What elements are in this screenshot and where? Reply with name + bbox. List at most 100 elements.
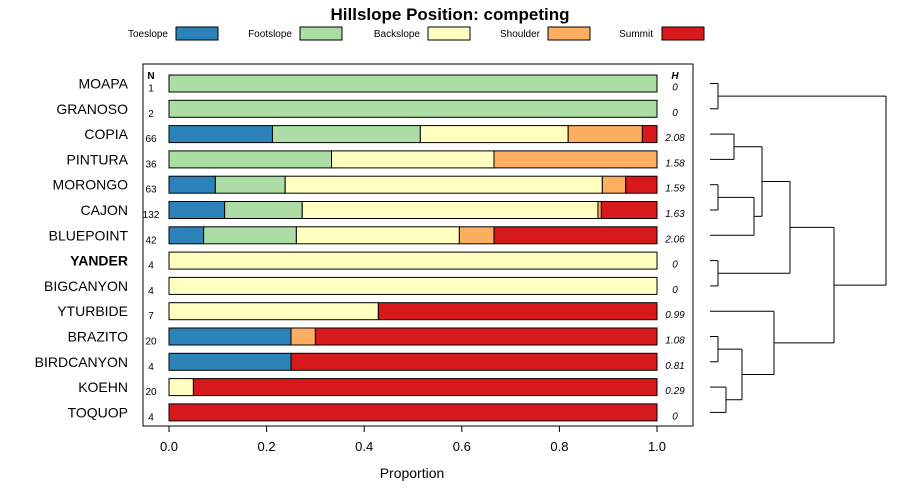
x-tick-label-5: 1.0 [648,439,666,454]
row-n-morongo: 63 [145,185,157,196]
row-h-koehn: 0.29 [665,386,685,397]
x-tick-label-1: 0.2 [258,439,276,454]
row-label-birdcanyon: BIRDCANYON [35,354,128,370]
bar-segment-morongo-toeslope [168,175,216,194]
bar-segment-cajon-summit [600,201,658,219]
bar-segment-pintura-footslope [168,150,333,169]
bar-segment-brazito-summit [314,327,658,346]
bar-segment-morongo-footslope [214,175,286,194]
x-tick-label-0: 0.0 [160,439,178,454]
x-tick-label-3: 0.6 [453,439,471,454]
bar-segment-pintura-backslope [331,150,495,169]
legend-swatch-summit [661,26,705,41]
bar-segment-copia-footslope [271,125,421,144]
row-label-brazito: BRAZITO [68,329,129,345]
bar-segment-yturbide-summit [377,302,658,321]
bar-segment-bluepoint-summit [493,226,658,245]
legend-swatch-backslope [427,26,471,41]
bar-segment-koehn-backslope [168,378,194,397]
bar-segment-yander-backslope [168,251,658,270]
row-label-copia: COPIA [84,126,128,142]
row-label-bigcanyon: BIGCANYON [44,278,128,294]
row-label-morongo: MORONGO [53,177,129,193]
dendrogram [710,83,887,413]
legend: Toeslope Footslope Backslope Shoulder Summit [128,26,705,41]
row-label-pintura: PINTURA [67,151,129,167]
row-h-morongo: 1.59 [665,184,685,195]
row-n-moapa: 1 [148,84,154,95]
row-h-toquop: 0 [672,411,678,422]
bar-segment-copia-summit [641,125,658,144]
bar-segment-cajon-toeslope [168,201,226,219]
row-h-brazito: 1.08 [665,336,685,347]
row-label-cajon: CAJON [81,202,128,218]
bar-segment-bluepoint-toeslope [168,226,205,245]
bar-segment-cajon-footslope [224,201,303,219]
bar-segment-birdcanyon-toeslope [168,352,292,371]
legend-label-footslope: Footslope [248,29,292,40]
rows: MOAPA 1 0 GRANOSO 2 0 COPIA 66 2.08 PINTURA 36 1.58… [35,74,685,423]
bar-segment-bluepoint-backslope [295,226,460,245]
h-header: H [671,71,679,82]
row-n-toquop: 4 [148,412,154,423]
legend-label-summit: Summit [619,29,653,40]
bar-segment-copia-backslope [419,125,569,144]
legend-label-shoulder: Shoulder [500,29,541,40]
bar-segment-birdcanyon-summit [290,352,658,371]
x-tick-label-2: 0.4 [355,439,373,454]
row-n-birdcanyon: 4 [148,362,154,373]
bar-segment-morongo-backslope [284,175,603,194]
legend-swatch-toeslope [175,26,219,41]
row-n-copia: 66 [145,134,157,145]
row-label-yander: YANDER [70,253,128,269]
row-n-yander: 4 [148,261,154,272]
row-label-moapa: MOAPA [78,76,128,92]
legend-swatch-shoulder [547,26,591,41]
x-axis: 0.0 0.2 0.4 0.6 0.8 1.0 [160,426,666,454]
bar-segment-brazito-shoulder [290,327,316,346]
bar-segment-bluepoint-footslope [203,226,297,245]
row-n-brazito: 20 [145,337,157,348]
row-h-bluepoint: 2.06 [664,234,685,245]
row-h-pintura: 1.58 [665,158,685,169]
row-h-bigcanyon: 0 [672,285,678,296]
row-h-yander: 0 [672,260,678,271]
row-h-cajon: 1.63 [665,209,685,220]
bar-segment-bigcanyon-backslope [168,276,658,295]
bar-segment-pintura-shoulder [493,150,658,169]
row-label-koehn: KOEHN [78,379,128,395]
bar-segment-copia-shoulder [567,125,643,144]
bar-segment-brazito-toeslope [168,327,292,346]
bar-segment-moapa-footslope [168,74,658,93]
x-tick-label-4: 0.8 [550,439,568,454]
row-label-bluepoint: BLUEPOINT [49,227,129,243]
row-label-granoso: GRANOSO [56,101,128,117]
row-n-yturbide: 7 [148,311,154,322]
bar-segment-cajon-shoulder [597,201,602,219]
bar-segment-morongo-shoulder [601,175,627,194]
row-h-granoso: 0 [672,108,678,119]
row-n-cajon: 132 [143,210,160,221]
legend-swatch-footslope [299,26,343,41]
chart-title: Hillslope Position: competing [331,5,570,24]
bar-segment-bluepoint-shoulder [458,226,495,245]
row-n-pintura: 36 [145,159,157,170]
row-n-bigcanyon: 4 [148,286,154,297]
legend-label-backslope: Backslope [374,29,421,40]
bar-segment-toquop-summit [168,403,658,422]
row-label-yturbide: YTURBIDE [57,303,128,319]
n-header: N [147,71,154,82]
bar-segment-cajon-backslope [301,201,599,219]
bar-segment-yturbide-backslope [168,302,379,321]
row-h-copia: 2.08 [664,133,685,144]
x-axis-title: Proportion [380,465,445,481]
bar-segment-copia-toeslope [168,125,273,144]
row-h-moapa: 0 [672,83,678,94]
bar-segment-granoso-footslope [168,99,658,118]
row-label-toquop: TOQUOP [68,404,128,420]
row-n-bluepoint: 42 [145,235,157,246]
row-h-yturbide: 0.99 [665,310,685,321]
legend-label-toeslope: Toeslope [128,29,168,40]
row-h-birdcanyon: 0.81 [665,361,684,372]
